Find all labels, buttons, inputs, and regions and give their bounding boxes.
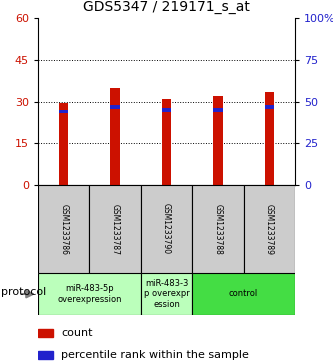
Bar <box>38 351 53 359</box>
Bar <box>141 185 192 273</box>
Bar <box>162 108 171 111</box>
Bar <box>265 92 274 185</box>
Bar <box>213 108 222 111</box>
Text: percentile rank within the sample: percentile rank within the sample <box>61 350 249 360</box>
Text: count: count <box>61 328 93 338</box>
Text: GSM1233786: GSM1233786 <box>59 204 68 254</box>
Bar <box>59 110 68 113</box>
Text: GSM1233789: GSM1233789 <box>265 204 274 254</box>
Bar <box>213 96 222 185</box>
Bar <box>38 185 89 273</box>
Text: GSM1233790: GSM1233790 <box>162 203 171 254</box>
Bar <box>192 273 295 315</box>
Bar <box>141 273 192 315</box>
Bar <box>162 99 171 185</box>
Bar <box>59 103 68 185</box>
Bar <box>38 329 53 337</box>
Text: control: control <box>229 290 258 298</box>
Bar <box>111 105 120 109</box>
Text: GSM1233788: GSM1233788 <box>213 204 222 254</box>
Text: miR-483-5p
overexpression: miR-483-5p overexpression <box>57 284 122 304</box>
Bar <box>244 185 295 273</box>
Bar <box>192 185 244 273</box>
Bar <box>111 87 120 185</box>
Text: GSM1233787: GSM1233787 <box>111 204 120 254</box>
Bar <box>265 105 274 109</box>
Title: GDS5347 / 219171_s_at: GDS5347 / 219171_s_at <box>83 0 250 14</box>
Bar <box>89 185 141 273</box>
Text: miR-483-3
p overexpr
ession: miR-483-3 p overexpr ession <box>144 279 189 309</box>
Bar <box>38 273 141 315</box>
Text: protocol: protocol <box>1 287 46 297</box>
